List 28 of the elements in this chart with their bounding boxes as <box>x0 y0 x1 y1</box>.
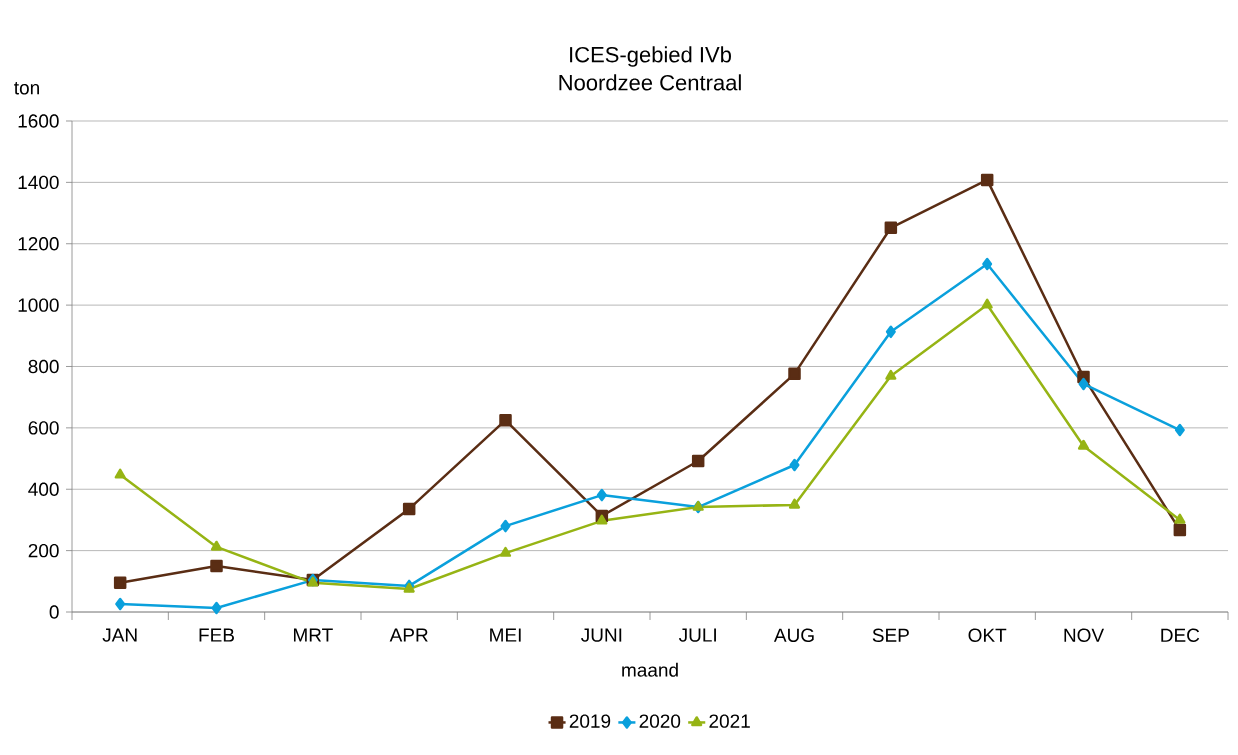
x-tick-label: MEI <box>490 628 521 642</box>
y-tick-label: 400 <box>28 482 59 496</box>
y-axis-title: ton <box>14 82 39 95</box>
legend-label: 2021 <box>709 714 750 728</box>
x-tick-label: MRT <box>293 628 333 642</box>
x-tick-label: AUG <box>773 628 814 642</box>
x-tick-label: DEC <box>1161 628 1200 642</box>
chart-title: ICES-gebied IVb <box>570 46 731 67</box>
x-tick-label: FEB <box>199 628 234 642</box>
x-axis-title: maand <box>622 662 678 677</box>
chart-subtitle: Noordzee Centraal <box>559 74 741 91</box>
x-tick-label: SEP <box>872 628 909 642</box>
x-tick-label: JAN <box>102 628 137 642</box>
legend-label: 2020 <box>639 714 681 728</box>
x-tick-label: JULI <box>678 628 716 642</box>
x-tick-label: JUNI <box>581 628 622 642</box>
y-tick-label: 200 <box>28 543 59 558</box>
y-tick-label: 600 <box>28 421 59 435</box>
y-tick-label: 1400 <box>18 175 59 190</box>
legend-label: 2019 <box>569 714 611 728</box>
y-tick-label: 1200 <box>18 237 59 251</box>
x-tick-label: OKT <box>968 628 1007 642</box>
y-tick-label: 800 <box>28 359 59 374</box>
y-tick-label: 0 <box>49 605 59 619</box>
y-tick-label: 1600 <box>18 114 59 128</box>
x-tick-label: NOV <box>1064 628 1105 642</box>
x-tick-label: APR <box>389 628 428 642</box>
y-tick-label: 1000 <box>18 298 59 312</box>
